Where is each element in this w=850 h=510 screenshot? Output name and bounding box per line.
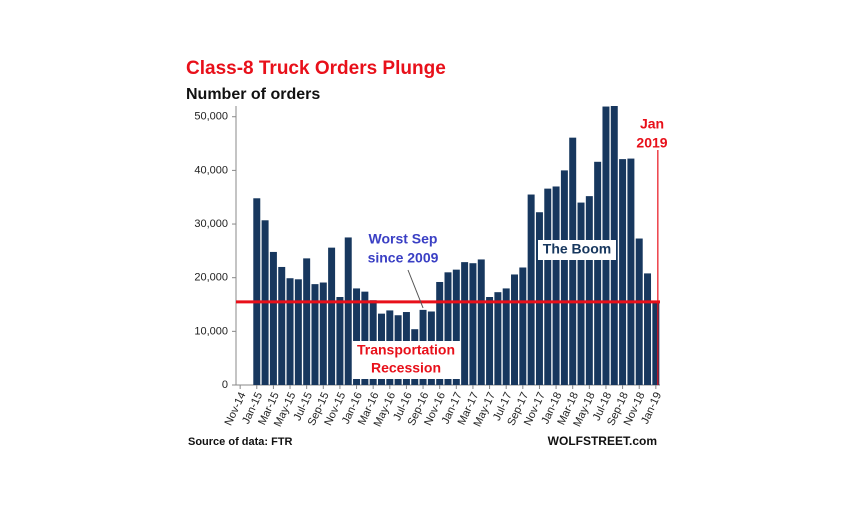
y-tick-label: 0	[222, 379, 228, 391]
bar	[569, 137, 577, 385]
bar	[286, 278, 294, 385]
bar	[294, 279, 302, 385]
bar	[535, 212, 543, 385]
bar	[544, 188, 552, 385]
y-tick-label: 30,000	[194, 218, 228, 230]
annotation: Worst Sep	[369, 231, 438, 247]
y-tick-label: 20,000	[194, 272, 228, 284]
annotation: Jan	[640, 116, 664, 132]
bar	[560, 170, 568, 385]
bar	[585, 196, 593, 385]
bar	[619, 159, 627, 385]
bar	[328, 247, 336, 385]
bar	[361, 291, 369, 385]
annotation-box	[538, 240, 616, 260]
bar	[502, 288, 510, 385]
annotation: 2019	[636, 135, 667, 151]
source: Source of data: FTR	[188, 436, 293, 448]
bar	[269, 251, 277, 385]
bar	[303, 258, 311, 385]
bar	[577, 202, 585, 385]
bar	[527, 194, 535, 385]
bar	[461, 262, 469, 385]
bar	[552, 186, 560, 385]
bar	[594, 161, 602, 385]
annotation: Recession	[371, 360, 441, 376]
annotation-arrow	[407, 269, 424, 309]
bar	[519, 267, 527, 385]
bar	[353, 288, 361, 385]
annotation: Transportation	[357, 342, 455, 358]
bar	[253, 198, 261, 385]
bar	[511, 274, 519, 385]
bar	[436, 281, 444, 385]
annotation: since 2009	[368, 250, 439, 266]
y-tick-label: 40,000	[194, 164, 228, 176]
bar	[444, 272, 452, 385]
bar	[336, 297, 344, 385]
annotation: The Boom	[543, 241, 611, 257]
chart-title: Class-8 Truck Orders Plunge	[186, 58, 446, 79]
y-tick-label: 10,000	[194, 325, 228, 337]
bar	[311, 284, 319, 385]
bar	[635, 238, 643, 385]
bar	[278, 266, 286, 385]
bar	[452, 269, 460, 385]
bar	[344, 237, 352, 385]
bar	[486, 297, 494, 385]
chart-subtitle: Number of orders	[186, 86, 320, 103]
annotation-box	[352, 341, 460, 379]
bar	[494, 292, 502, 385]
bar	[627, 158, 635, 385]
y-tick-label: 50,000	[194, 111, 228, 123]
bar	[319, 282, 327, 385]
bar	[477, 259, 485, 385]
bar	[644, 273, 652, 385]
bar	[469, 263, 477, 385]
bar	[652, 301, 660, 385]
credit: WOLFSTREET.com	[548, 434, 657, 448]
